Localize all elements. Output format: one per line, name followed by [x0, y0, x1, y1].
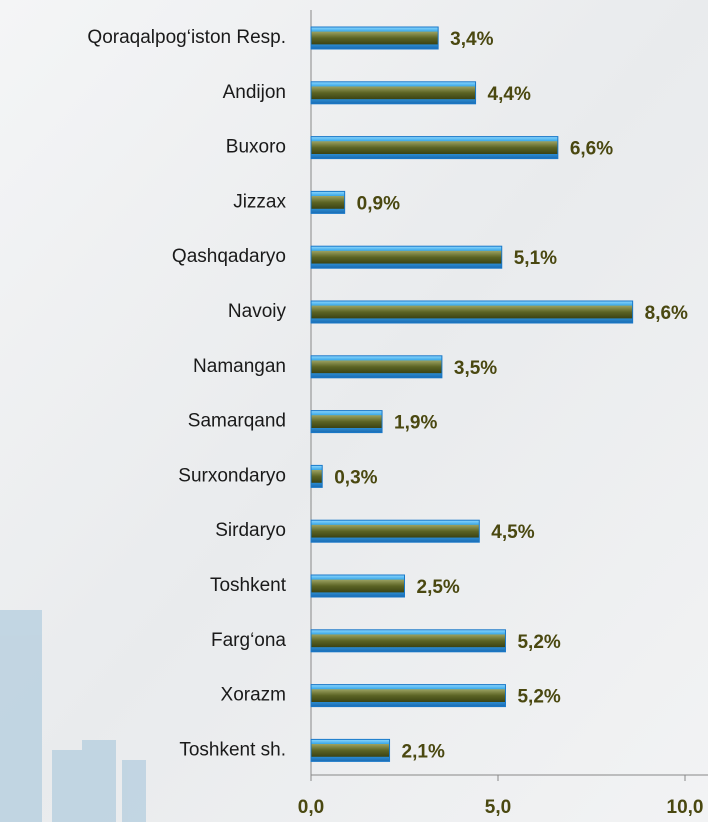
bar	[310, 410, 383, 434]
y-tick-label: Surxondaryo	[178, 465, 286, 486]
value-label: 4,5%	[491, 522, 534, 543]
bar	[310, 26, 439, 50]
bar	[310, 245, 503, 269]
x-tick-label: 0,0	[298, 797, 324, 818]
x-tick-label: 5,0	[485, 797, 511, 818]
y-tick-label: Qashqadaryo	[172, 246, 286, 267]
bar	[310, 300, 634, 324]
y-tick-label: Sirdaryo	[215, 520, 286, 541]
value-label: 8,6%	[645, 303, 688, 324]
y-tick-label: Toshkent	[210, 575, 287, 596]
value-label: 2,1%	[402, 741, 445, 762]
value-label: 4,4%	[488, 84, 531, 105]
bar	[310, 519, 480, 543]
buildings	[0, 610, 146, 822]
value-label: 6,6%	[570, 139, 613, 160]
bar	[310, 190, 346, 214]
y-tick-label: Farg‘ona	[211, 630, 286, 651]
value-label: 2,5%	[417, 577, 460, 598]
bar	[310, 738, 391, 762]
value-label: 5,2%	[517, 632, 560, 653]
value-label: 0,9%	[357, 193, 400, 214]
y-tick-label: Buxoro	[226, 137, 286, 158]
bar	[310, 464, 323, 488]
value-label: 1,9%	[394, 413, 437, 434]
value-label: 3,5%	[454, 358, 497, 379]
bar	[310, 136, 559, 160]
y-tick-label: Toshkent sh.	[179, 739, 286, 760]
value-label: 3,4%	[450, 29, 493, 50]
x-tick-label: 10,0	[667, 797, 704, 818]
value-label: 0,3%	[334, 467, 377, 488]
value-label: 5,2%	[517, 687, 560, 708]
y-tick-label: Namangan	[193, 356, 286, 377]
bar	[310, 355, 443, 379]
y-tick-label: Navoiy	[228, 301, 287, 322]
y-tick-label: Samarqand	[188, 411, 286, 432]
bar	[310, 684, 506, 708]
y-tick-label: Qoraqalpog‘iston Resp.	[87, 27, 286, 48]
value-label: 5,1%	[514, 248, 557, 269]
y-tick-label: Jizzax	[233, 191, 286, 212]
bar	[310, 574, 405, 598]
y-tick-label: Xorazm	[221, 685, 286, 706]
bar	[310, 81, 477, 105]
bar	[310, 629, 506, 653]
y-tick-label: Andijon	[223, 82, 286, 103]
